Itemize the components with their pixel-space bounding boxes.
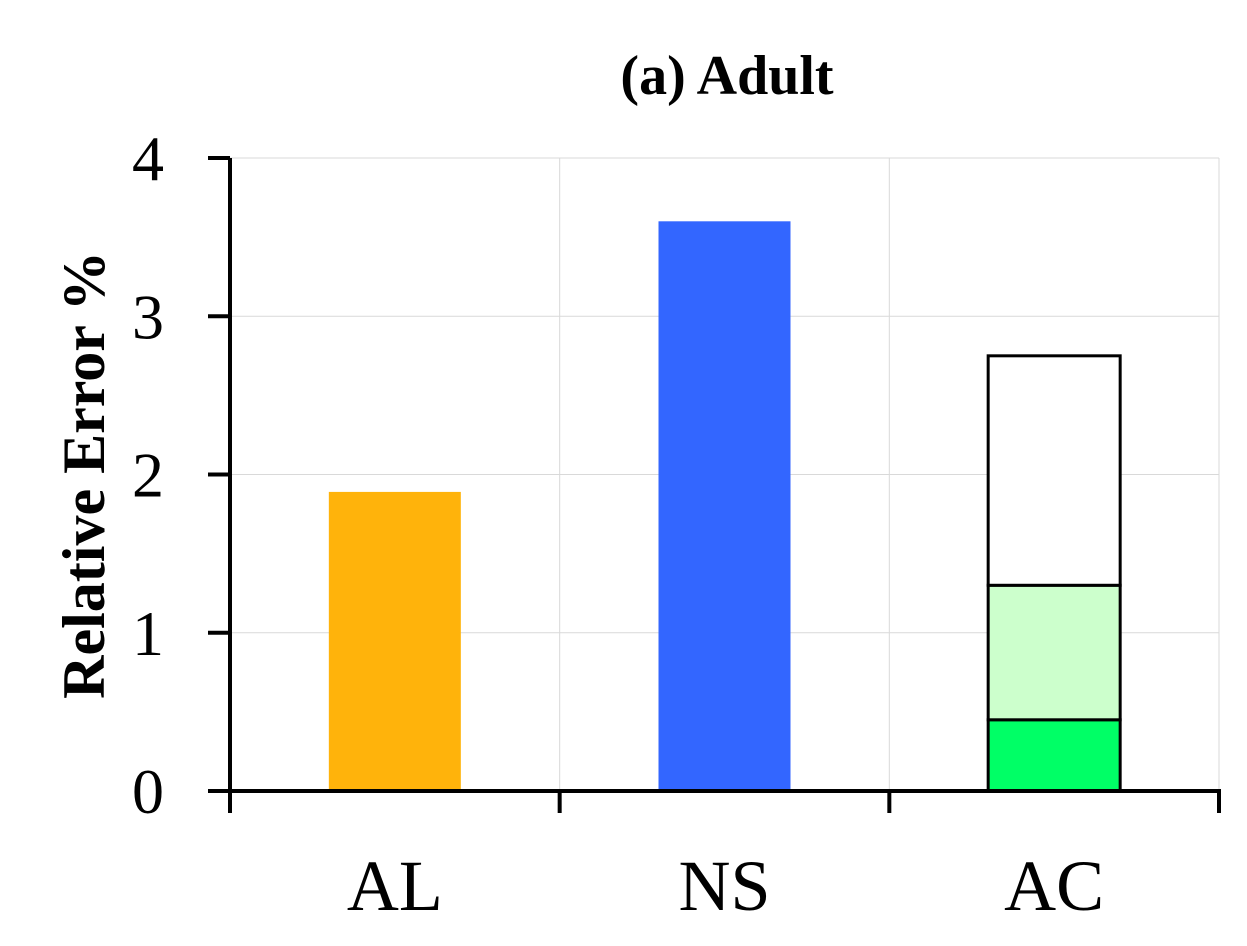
y-tick-label: 2 <box>132 440 164 511</box>
bar-ns-segment-1 <box>658 221 791 792</box>
y-axis-label: Relative Error % <box>51 251 117 699</box>
y-tick-label: 4 <box>132 123 164 194</box>
bar-layer <box>328 221 1122 793</box>
bar-ac-segment-2 <box>986 583 1122 722</box>
y-tick-label: 1 <box>132 598 164 669</box>
axis-layer <box>208 156 1221 813</box>
bar-ac-segment-1 <box>986 718 1122 793</box>
y-tick-label: 3 <box>132 281 164 352</box>
x-category-label-al: AL <box>347 846 443 926</box>
x-category-label-ns: NS <box>678 846 770 926</box>
x-category-label-ac: AC <box>1004 846 1104 926</box>
y-tick-label: 0 <box>132 756 164 827</box>
chart-title: (a) Adult <box>620 45 833 107</box>
bar-ac-segment-3 <box>986 354 1122 587</box>
label-layer: (a) Adult Relative Error % 0 1 2 3 4 AL NS AC <box>51 45 1104 926</box>
bar-al-segment-1 <box>328 491 461 791</box>
